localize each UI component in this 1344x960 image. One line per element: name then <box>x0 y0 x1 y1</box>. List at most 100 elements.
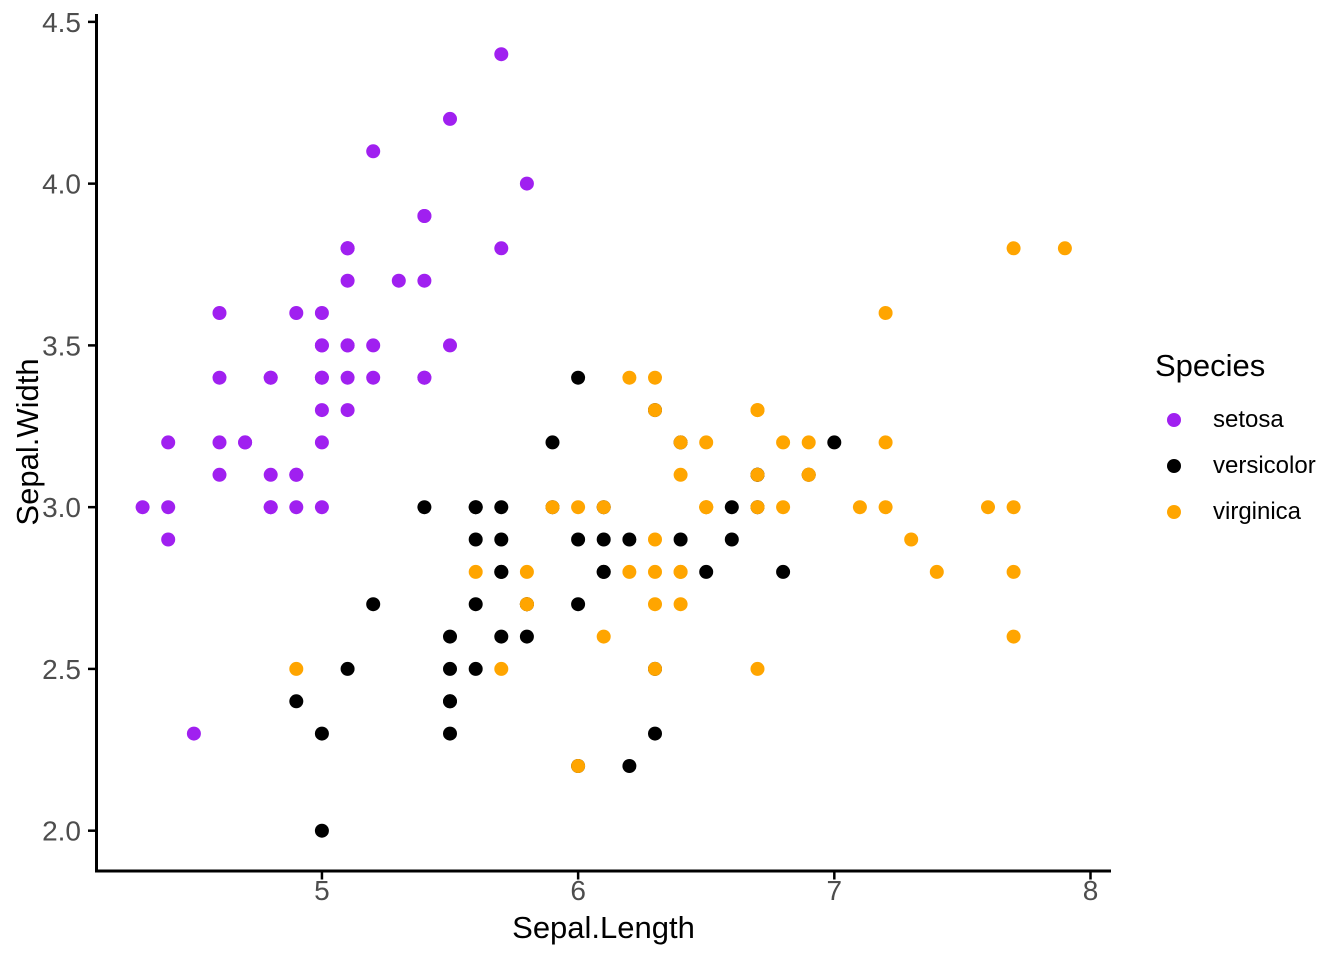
data-point-setosa <box>314 306 329 320</box>
data-point-setosa <box>212 467 227 482</box>
data-point-setosa <box>212 435 227 450</box>
data-point-virginica <box>1006 241 1021 256</box>
data-point-versicolor <box>494 564 509 579</box>
data-point-versicolor <box>468 532 483 547</box>
data-point-virginica <box>622 564 637 579</box>
series-versicolor <box>289 370 842 838</box>
data-point-virginica <box>648 532 662 547</box>
data-point-virginica <box>545 500 560 515</box>
series-setosa <box>135 47 534 741</box>
data-point-virginica <box>750 661 765 676</box>
data-point-versicolor <box>494 500 509 515</box>
legend: Species setosa versicolor virginica <box>1155 0 1344 960</box>
data-point-versicolor <box>622 532 637 547</box>
data-point-virginica <box>673 435 688 450</box>
data-point-virginica <box>904 532 919 547</box>
data-point-versicolor <box>468 597 483 612</box>
data-point-versicolor <box>724 532 739 547</box>
data-point-versicolor <box>596 532 611 547</box>
data-point-virginica <box>750 500 765 515</box>
legend-item-label: virginica <box>1213 498 1302 525</box>
x-tick-label: 5 <box>314 875 330 906</box>
data-point-setosa <box>417 370 432 385</box>
data-point-setosa <box>263 500 278 515</box>
data-point-setosa <box>494 241 509 256</box>
data-point-versicolor <box>673 532 688 547</box>
data-point-virginica <box>1006 500 1021 515</box>
y-tick-label: 2.5 <box>42 654 81 685</box>
legend-item-label: setosa <box>1213 406 1284 433</box>
data-point-setosa <box>186 726 201 741</box>
data-point-versicolor <box>443 694 457 709</box>
data-point-virginica <box>1006 564 1021 579</box>
y-tick-label: 3.5 <box>42 330 81 361</box>
data-point-versicolor <box>494 532 509 547</box>
data-point-virginica <box>699 435 714 450</box>
data-point-virginica <box>648 564 662 579</box>
data-point-virginica <box>673 467 688 482</box>
data-point-virginica <box>673 597 688 612</box>
data-point-versicolor <box>366 597 381 612</box>
data-point-setosa <box>289 306 304 320</box>
legend-item-virginica: virginica <box>1167 498 1301 526</box>
data-point-setosa <box>135 500 150 515</box>
legend-title: Species <box>1155 348 1266 383</box>
axes-layer <box>88 14 1111 880</box>
x-axis-title: Sepal.Length <box>512 910 695 945</box>
data-point-setosa <box>494 47 509 62</box>
data-point-virginica <box>929 564 944 579</box>
data-point-versicolor <box>314 726 329 741</box>
data-point-versicolor <box>443 629 457 644</box>
y-tick-label: 4.0 <box>42 169 81 200</box>
data-point-virginica <box>750 403 765 418</box>
data-point-virginica <box>801 467 816 482</box>
data-point-setosa <box>263 467 278 482</box>
data-point-virginica <box>648 597 662 612</box>
versicolor-key-dot-icon <box>1167 459 1181 473</box>
data-point-setosa <box>314 500 329 515</box>
data-point-setosa <box>161 435 176 450</box>
legend-item-setosa: setosa <box>1167 406 1284 434</box>
data-point-versicolor <box>571 597 586 612</box>
virginica-key-dot-icon <box>1167 505 1181 519</box>
data-point-setosa <box>314 338 329 353</box>
data-point-versicolor <box>827 435 842 450</box>
data-point-setosa <box>289 500 304 515</box>
data-point-setosa <box>314 435 329 450</box>
legend-item-label: versicolor <box>1213 452 1316 479</box>
data-point-virginica <box>981 500 995 515</box>
data-point-setosa <box>443 111 457 126</box>
data-point-setosa <box>340 241 355 256</box>
data-point-virginica <box>673 564 688 579</box>
data-point-virginica <box>801 435 816 450</box>
data-point-versicolor <box>443 661 457 676</box>
data-point-versicolor <box>443 726 457 741</box>
data-point-virginica <box>878 435 893 450</box>
data-point-setosa <box>519 176 534 191</box>
data-point-setosa <box>391 273 406 288</box>
y-axis-title: Sepal.Width <box>10 358 45 526</box>
data-point-versicolor <box>571 532 586 547</box>
data-point-setosa <box>443 338 457 353</box>
data-point-virginica <box>776 500 791 515</box>
data-point-setosa <box>340 370 355 385</box>
data-point-virginica <box>519 597 534 612</box>
data-point-virginica <box>596 629 611 644</box>
data-point-virginica <box>622 370 637 385</box>
x-tick-label: 8 <box>1083 875 1099 906</box>
data-point-setosa <box>238 435 253 450</box>
data-point-virginica <box>494 661 509 676</box>
data-point-versicolor <box>596 564 611 579</box>
data-point-virginica <box>1057 241 1072 256</box>
data-point-virginica <box>1006 629 1021 644</box>
data-point-setosa <box>289 467 304 482</box>
data-point-versicolor <box>648 726 662 741</box>
x-tick-label: 6 <box>570 875 586 906</box>
data-point-versicolor <box>468 500 483 515</box>
data-point-virginica <box>648 661 662 676</box>
data-point-setosa <box>340 403 355 418</box>
data-point-versicolor <box>494 629 509 644</box>
data-point-virginica <box>468 564 483 579</box>
data-point-virginica <box>648 403 662 418</box>
data-point-virginica <box>289 661 304 676</box>
